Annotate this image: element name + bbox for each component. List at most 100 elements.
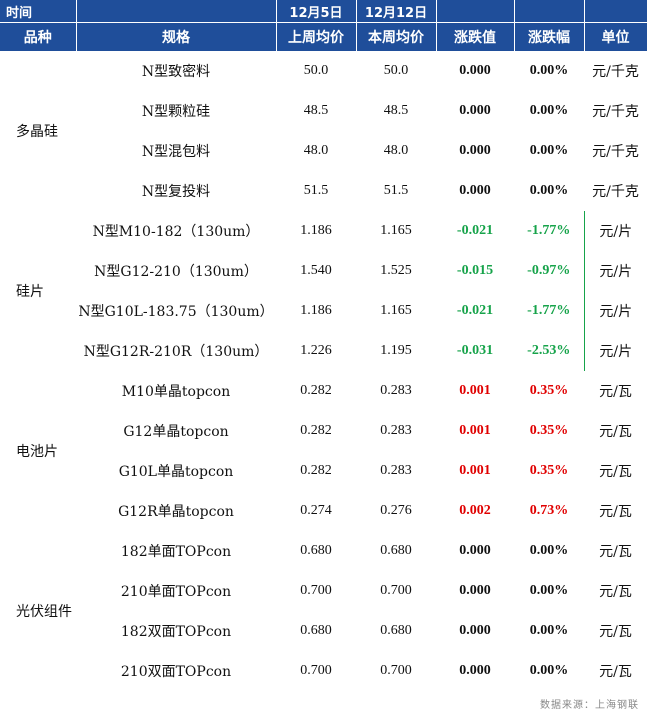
category-cell: 电池片 bbox=[16, 444, 58, 460]
unit-cell: 元/瓦 bbox=[599, 584, 632, 600]
pct-cell: -0.97% bbox=[514, 251, 585, 291]
table-row: G12单晶topcon 0.282 0.283 0.001 0.35% 元/瓦 bbox=[0, 411, 647, 451]
table-row: 硅片 N型M10-182（130um） 1.186 1.165 -0.021 -1.77%… bbox=[0, 211, 647, 300]
change-cell: 0.001 bbox=[459, 423, 491, 438]
change-cell: -0.021 bbox=[456, 223, 494, 238]
curr-avg-cell: 0.680 bbox=[380, 623, 412, 638]
col-unit: 单位 bbox=[584, 22, 647, 51]
category-cell: 多晶硅 bbox=[16, 124, 58, 140]
spec-cell: N型颗粒硅 bbox=[141, 104, 211, 120]
unit-cell: 元/瓦 bbox=[599, 504, 632, 520]
prev-avg-cell: 51.5 bbox=[303, 183, 329, 198]
prev-avg-cell: 1.540 bbox=[300, 263, 332, 278]
date-prev: 12月5日 bbox=[276, 0, 357, 23]
curr-avg-cell: 1.165 bbox=[380, 223, 412, 238]
table-body: 多晶硅 N型致密料 50.0 50.0 0.000 0.00% 元/千克 N型颗粒硅 48.5 4… bbox=[0, 51, 647, 691]
table-row: N型G12-210（130um） 1.540 1.525 -0.015 -0.97% 元/… bbox=[0, 251, 647, 291]
spec-cell: G12单晶topcon bbox=[123, 424, 229, 440]
curr-avg-cell: 50.0 bbox=[383, 63, 409, 78]
spec-cell: 182单面TOPcon bbox=[120, 544, 232, 560]
prev-avg-cell: 0.700 bbox=[300, 583, 332, 598]
col-curr-avg: 本周均价 bbox=[356, 22, 437, 51]
curr-avg-cell: 0.283 bbox=[380, 423, 412, 438]
header-row-dates: 时间 12月5日 12月12日 bbox=[0, 0, 647, 23]
curr-avg-cell: 0.283 bbox=[380, 383, 412, 398]
curr-avg-cell: 48.5 bbox=[383, 103, 409, 118]
pct-cell: -1.77% bbox=[514, 211, 585, 251]
date-curr: 12月12日 bbox=[356, 0, 437, 23]
change-cell: 0.000 bbox=[459, 143, 491, 158]
col-category: 品种 bbox=[0, 22, 77, 51]
col-pct: 涨跌幅 bbox=[514, 22, 585, 51]
prev-avg-cell: 1.186 bbox=[300, 223, 332, 238]
prev-avg-cell: 1.186 bbox=[300, 303, 332, 318]
curr-avg-cell: 1.195 bbox=[380, 343, 412, 358]
header-blank bbox=[76, 0, 277, 23]
unit-cell: 元/千克 bbox=[592, 104, 639, 120]
prev-avg-cell: 0.274 bbox=[300, 503, 332, 518]
prev-avg-cell: 0.282 bbox=[300, 463, 332, 478]
price-table: 时间 12月5日 12月12日 品种 规格 上周均价 本周均价 涨跌值 涨跌幅 … bbox=[0, 0, 647, 691]
spec-cell: N型致密料 bbox=[141, 64, 211, 80]
pct-cell: -1.77% bbox=[514, 291, 585, 331]
pct-cell: 0.35% bbox=[529, 463, 569, 478]
pct-cell: 0.00% bbox=[529, 583, 569, 598]
change-cell: -0.031 bbox=[456, 343, 494, 358]
data-source: 数据来源：上海钢联 bbox=[540, 700, 639, 711]
table-row: 电池片 M10单晶topcon 0.282 0.283 0.001 0.35% 元/瓦 bbox=[0, 371, 647, 460]
curr-avg-cell: 51.5 bbox=[383, 183, 409, 198]
prev-avg-cell: 48.0 bbox=[303, 143, 329, 158]
spec-cell: N型G10L-183.75（130um） bbox=[78, 304, 274, 320]
pct-cell: 0.00% bbox=[529, 543, 569, 558]
change-cell: -0.021 bbox=[456, 303, 494, 318]
table-row: G12R单晶topcon 0.274 0.276 0.002 0.73% 元/瓦 bbox=[0, 491, 647, 531]
spec-cell: G12R单晶topcon bbox=[118, 504, 234, 520]
unit-cell: 元/千克 bbox=[592, 64, 639, 80]
unit-cell: 元/千克 bbox=[592, 144, 639, 160]
spec-cell: N型混包料 bbox=[141, 144, 211, 160]
change-cell: 0.000 bbox=[459, 663, 491, 678]
table-row: 光伏组件 182单面TOPcon 0.680 0.680 0.000 0.00% 元/瓦 bbox=[0, 531, 647, 620]
pct-cell: 0.00% bbox=[529, 103, 569, 118]
category-cell: 光伏组件 bbox=[16, 604, 72, 620]
table-row: 210单面TOPcon 0.700 0.700 0.000 0.00% 元/瓦 bbox=[0, 571, 647, 611]
table-row: 多晶硅 N型致密料 50.0 50.0 0.000 0.00% 元/千克 bbox=[0, 51, 647, 140]
pct-cell: 0.00% bbox=[529, 183, 569, 198]
unit-cell: 元/片 bbox=[599, 304, 633, 320]
pct-cell: 0.00% bbox=[529, 663, 569, 678]
prev-avg-cell: 0.282 bbox=[300, 383, 332, 398]
unit-cell: 元/片 bbox=[599, 224, 633, 240]
spec-cell: M10单晶topcon bbox=[121, 384, 231, 400]
curr-avg-cell: 0.700 bbox=[380, 663, 412, 678]
pct-cell: 0.00% bbox=[529, 143, 569, 158]
spec-cell: G10L单晶topcon bbox=[118, 464, 234, 480]
time-label: 时间 bbox=[0, 0, 77, 23]
header-blank bbox=[584, 0, 647, 23]
spec-cell: N型G12R-210R（130um） bbox=[83, 344, 269, 360]
spec-cell: 182双面TOPcon bbox=[120, 624, 232, 640]
unit-cell: 元/瓦 bbox=[599, 544, 632, 560]
curr-avg-cell: 1.525 bbox=[380, 263, 412, 278]
prev-avg-cell: 50.0 bbox=[303, 63, 329, 78]
curr-avg-cell: 0.276 bbox=[380, 503, 412, 518]
unit-cell: 元/瓦 bbox=[599, 624, 632, 640]
unit-cell: 元/瓦 bbox=[599, 384, 632, 400]
pct-cell: 0.00% bbox=[529, 623, 569, 638]
curr-avg-cell: 48.0 bbox=[383, 143, 409, 158]
unit-cell: 元/片 bbox=[599, 264, 633, 280]
change-cell: 0.002 bbox=[459, 503, 491, 518]
pct-cell: -2.53% bbox=[514, 331, 585, 371]
unit-cell: 元/片 bbox=[599, 344, 633, 360]
pct-cell: 0.73% bbox=[529, 503, 569, 518]
prev-avg-cell: 0.700 bbox=[300, 663, 332, 678]
change-cell: 0.000 bbox=[459, 63, 491, 78]
curr-avg-cell: 1.165 bbox=[380, 303, 412, 318]
header-row-columns: 品种 规格 上周均价 本周均价 涨跌值 涨跌幅 单位 bbox=[0, 22, 647, 51]
prev-avg-cell: 0.282 bbox=[300, 423, 332, 438]
curr-avg-cell: 0.680 bbox=[380, 543, 412, 558]
prev-avg-cell: 1.226 bbox=[300, 343, 332, 358]
change-cell: 0.000 bbox=[459, 583, 491, 598]
table-row: N型混包料 48.0 48.0 0.000 0.00% 元/千克 bbox=[0, 131, 647, 171]
change-cell: 0.000 bbox=[459, 103, 491, 118]
change-cell: 0.001 bbox=[459, 463, 491, 478]
